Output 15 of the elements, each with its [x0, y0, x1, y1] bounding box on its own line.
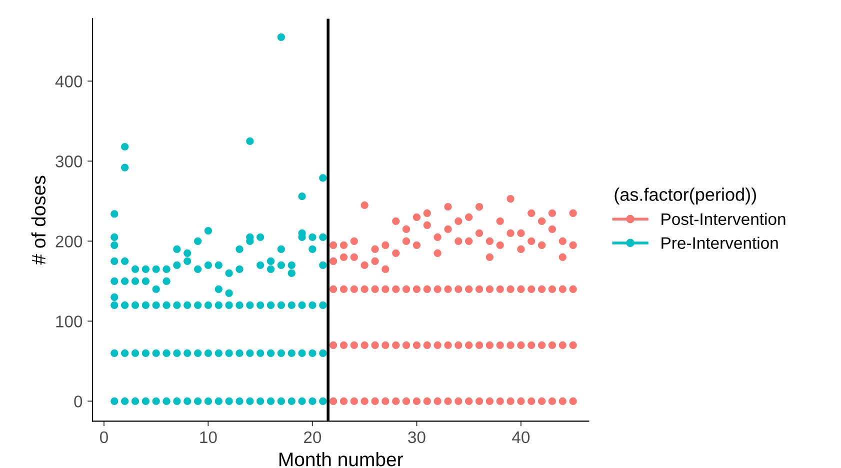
- y-tick-label: 200: [56, 236, 82, 248]
- x-tick-label: 10: [200, 431, 217, 444]
- y-tick-label: 100: [56, 316, 82, 328]
- y-tick-label: 0: [74, 396, 82, 408]
- legend-label: Pre-Intervention: [662, 236, 778, 249]
- legend-title: (as.factor(period)): [614, 188, 756, 205]
- y-axis-title: # of doses: [31, 176, 46, 265]
- x-tick-label: 40: [512, 431, 530, 444]
- legend-label: Post-Intervention: [662, 212, 786, 226]
- x-tick-label: 30: [408, 431, 426, 444]
- x-axis-title: Month number: [280, 452, 403, 466]
- x-tick-label: 20: [304, 431, 322, 444]
- y-tick-label: 300: [56, 156, 82, 168]
- y-tick-label: 400: [55, 76, 82, 88]
- x-tick-label: 0: [100, 431, 108, 444]
